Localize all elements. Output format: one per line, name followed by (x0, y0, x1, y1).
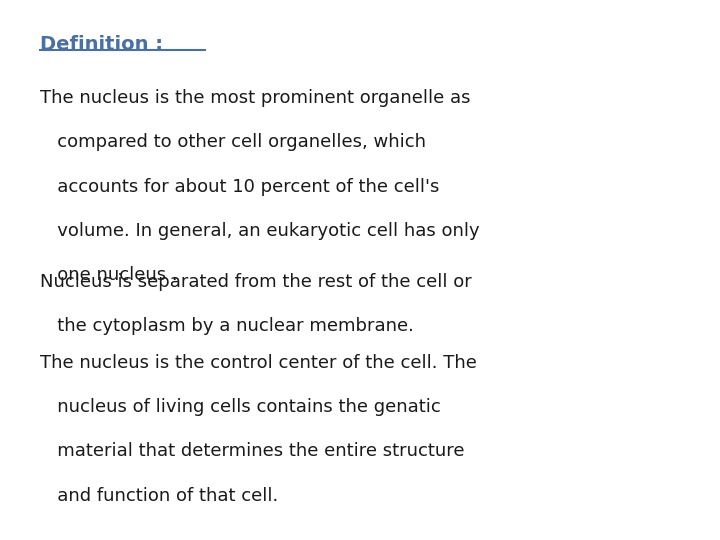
Text: one nucleus .: one nucleus . (40, 266, 177, 284)
Text: Nucleus is separated from the rest of the cell or: Nucleus is separated from the rest of th… (40, 273, 472, 291)
Text: volume. In general, an eukaryotic cell has only: volume. In general, an eukaryotic cell h… (40, 222, 480, 240)
Text: The nucleus is the control center of the cell. The: The nucleus is the control center of the… (40, 354, 477, 372)
Text: the cytoplasm by a nuclear membrane.: the cytoplasm by a nuclear membrane. (40, 317, 413, 335)
Text: compared to other cell organelles, which: compared to other cell organelles, which (40, 133, 426, 151)
Text: The nucleus is the most prominent organelle as: The nucleus is the most prominent organe… (40, 89, 470, 107)
Text: Definition :: Definition : (40, 35, 163, 54)
Text: and function of that cell.: and function of that cell. (40, 487, 278, 504)
Text: nucleus of living cells contains the genatic: nucleus of living cells contains the gen… (40, 398, 441, 416)
Text: material that determines the entire structure: material that determines the entire stru… (40, 442, 464, 460)
Text: accounts for about 10 percent of the cell's: accounts for about 10 percent of the cel… (40, 178, 439, 195)
